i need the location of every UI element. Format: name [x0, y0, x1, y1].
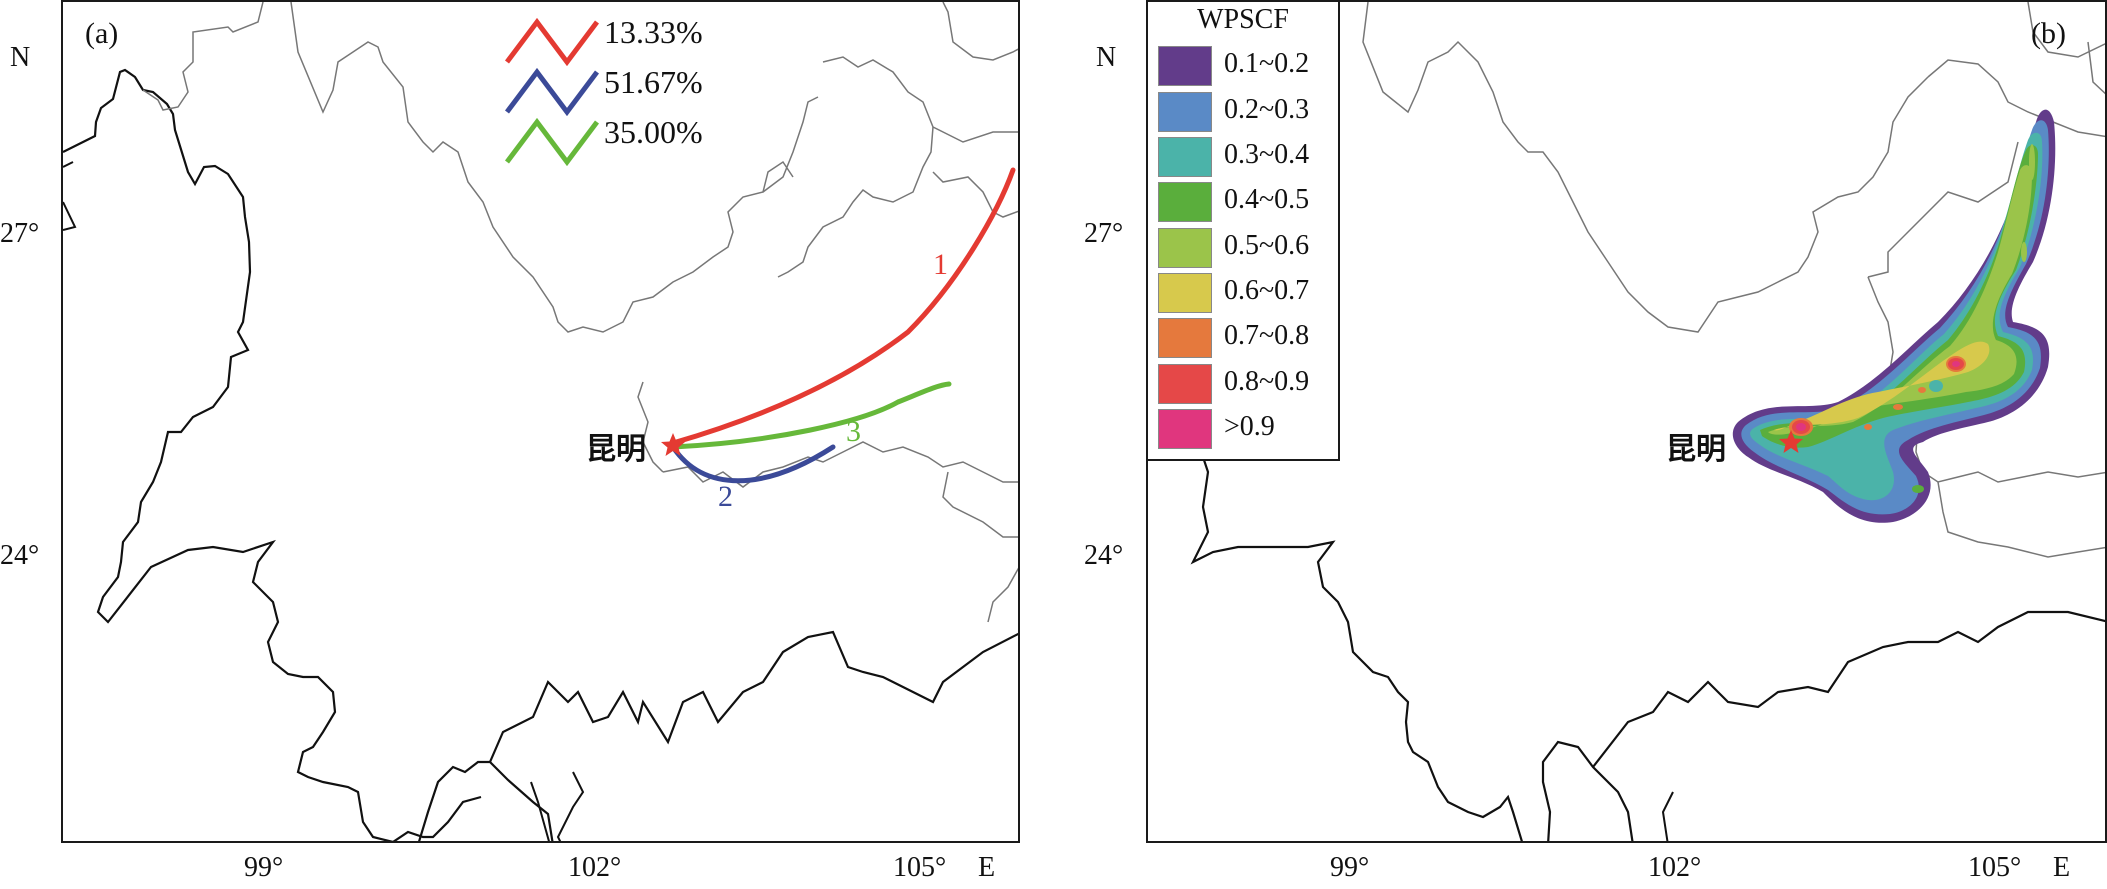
map-canvas-a — [63, 2, 1018, 841]
wpscf-legend: WPSCF 0.1~0.2 0.2~0.3 0.3~0.4 0.4~0.5 0.… — [1148, 2, 1340, 461]
panel-a: N 27° 24° — [0, 0, 1020, 883]
city-label-kunming: 昆明 — [1666, 432, 1726, 467]
legend-item-trajectory-2: 51.67% — [499, 64, 739, 116]
wpscf-contours — [1732, 109, 2056, 523]
color-swatch — [1158, 228, 1212, 268]
legend-item-3: 0.4~0.5 — [1158, 182, 1358, 226]
lat-tick-24: 24° — [1084, 540, 1124, 571]
color-swatch — [1158, 409, 1212, 449]
legend-item-5: 0.6~0.7 — [1158, 273, 1358, 317]
legend-item-trajectory-1: 13.33% — [499, 14, 739, 66]
legend-label: >0.9 — [1224, 411, 1275, 442]
trajectory-label-3: 3 — [846, 415, 861, 448]
map-frame-a: (a) 13.33% 51.67% 35.00% 昆明 1 2 3 — [61, 0, 1020, 843]
color-swatch — [1158, 318, 1212, 358]
city-label-kunming: 昆明 — [586, 432, 646, 467]
east-label: E — [978, 852, 996, 883]
lon-tick-102: 102° — [1648, 852, 1702, 883]
map-frame-b: WPSCF 0.1~0.2 0.2~0.3 0.3~0.4 0.4~0.5 0.… — [1146, 0, 2107, 843]
legend-label: 0.7~0.8 — [1224, 320, 1310, 351]
legend-title: WPSCF — [1197, 4, 1289, 35]
legend-label: 51.67% — [604, 64, 703, 100]
color-swatch — [1158, 46, 1212, 86]
map-canvas-b — [1190, 2, 2105, 841]
north-label: N — [10, 42, 31, 73]
kunming-star-icon — [1779, 430, 1803, 453]
north-label: N — [1096, 42, 1117, 73]
legend-item-1: 0.2~0.3 — [1158, 92, 1358, 136]
color-swatch — [1158, 182, 1212, 222]
trajectory-label-1: 1 — [933, 248, 948, 281]
color-swatch — [1158, 92, 1212, 132]
legend-item-8: >0.9 — [1158, 409, 1358, 453]
legend-label: 0.2~0.3 — [1224, 94, 1310, 125]
legend-label: 35.00% — [604, 114, 703, 150]
lat-tick-27: 27° — [0, 218, 40, 249]
legend-label: 0.5~0.6 — [1224, 230, 1310, 261]
lon-tick-102: 102° — [568, 852, 622, 883]
color-swatch — [1158, 137, 1212, 177]
legend-label: 0.4~0.5 — [1224, 184, 1310, 215]
legend-label: 0.1~0.2 — [1224, 48, 1310, 79]
color-swatch — [1158, 273, 1212, 313]
east-label: E — [2053, 852, 2071, 883]
panel-label-a: (a) — [85, 17, 119, 50]
kunming-star-icon — [661, 433, 685, 456]
panel-label-b: (b) — [2031, 17, 2066, 50]
color-swatch — [1158, 364, 1212, 404]
lon-tick-105: 105° — [893, 852, 947, 883]
lat-tick-24: 24° — [0, 540, 40, 571]
legend-item-4: 0.5~0.6 — [1158, 228, 1358, 272]
legend-label: 13.33% — [604, 14, 703, 50]
legend-item-6: 0.7~0.8 — [1158, 318, 1358, 362]
legend-label: 0.6~0.7 — [1224, 275, 1310, 306]
legend-item-0: 0.1~0.2 — [1158, 46, 1358, 90]
panel-b: N 27° 24° — [1060, 0, 2107, 889]
legend-label: 0.3~0.4 — [1224, 139, 1310, 170]
lat-tick-27: 27° — [1084, 218, 1124, 249]
trajectory-label-2: 2 — [718, 480, 733, 513]
legend-item-trajectory-3: 35.00% — [499, 114, 739, 166]
lon-tick-99: 99° — [244, 852, 284, 883]
lon-tick-105: 105° — [1968, 852, 2022, 883]
legend-item-2: 0.3~0.4 — [1158, 137, 1358, 181]
trajectory-legend: 13.33% 51.67% 35.00% — [499, 14, 759, 166]
lon-tick-99: 99° — [1330, 852, 1370, 883]
legend-label: 0.8~0.9 — [1224, 366, 1310, 397]
legend-item-7: 0.8~0.9 — [1158, 364, 1358, 408]
